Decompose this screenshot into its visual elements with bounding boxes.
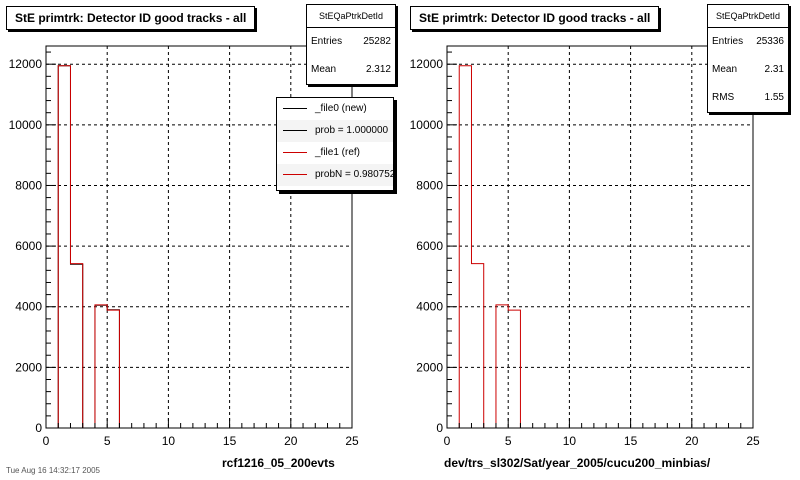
right-chart-title: StE primtrk: Detector ID good tracks - a…	[410, 6, 660, 30]
right-stats-rms-value: 1.55	[764, 92, 784, 103]
right-plot-frame	[446, 45, 754, 429]
right-x-axis-title: dev/trs_sl302/Sat/year_2005/cucu200_minb…	[444, 456, 711, 470]
legend-swatch-file1	[283, 152, 307, 153]
legend-item-file0: _file0 (new)	[277, 98, 393, 120]
left-x-axis-title: rcf1216_05_200evts	[222, 456, 335, 470]
left-stats-mean-label: Mean	[311, 64, 337, 75]
legend-item-prob: prob = 1.000000	[277, 120, 393, 142]
right-stats-rms-label: RMS	[712, 92, 735, 103]
right-x-tick-label-25: 25	[746, 434, 760, 448]
left-y-tick-label-0: 0	[35, 421, 42, 435]
right-x-tick-label-20: 20	[685, 434, 699, 448]
footer-timestamp: Tue Aug 16 14:32:17 2005	[6, 466, 101, 475]
right-y-tick-label-10000: 10000	[410, 118, 444, 132]
right-stats-mean: Mean 2.31	[708, 56, 788, 84]
right-y-tick-label-12000: 12000	[410, 57, 444, 71]
left-y-tick-label-8000: 8000	[15, 178, 42, 192]
left-stats-entries: Entries 25282	[307, 28, 395, 56]
left-x-tick-label-15: 15	[223, 434, 237, 448]
legend-item-file1: _file1 (ref)	[277, 142, 393, 164]
left-y-tick-label-10000: 10000	[9, 118, 43, 132]
left-x-tick-label-10: 10	[162, 434, 176, 448]
right-y-tick-label-8000: 8000	[416, 178, 443, 192]
right-series-0-histogram	[447, 65, 753, 429]
left-x-tick-label-25: 25	[345, 434, 359, 448]
left-stats-entries-label: Entries	[311, 36, 343, 47]
legend-swatch-prob	[283, 130, 307, 131]
left-stats-entries-value: 25282	[363, 36, 391, 47]
right-x-tick-label-0: 0	[444, 434, 451, 448]
left-stats-box: StEQaPtrkDetId Entries 25282 Mean 2.312	[306, 4, 396, 85]
legend-swatch-file0	[283, 108, 307, 109]
right-stats-entries-value: 25336	[756, 36, 784, 47]
right-x-tick-label-10: 10	[563, 434, 577, 448]
right-stats-box: StEQaPtrkDetId Entries 25336 Mean 2.31 R…	[707, 4, 789, 113]
right-x-tick-label-5: 5	[505, 434, 512, 448]
legend-text-prob: prob = 1.000000	[315, 125, 389, 136]
right-stats-entries: Entries 25336	[708, 28, 788, 56]
left-stats-name: StEQaPtrkDetId	[307, 5, 395, 28]
left-y-tick-label-4000: 4000	[15, 300, 42, 314]
left-x-tick-label-5: 5	[104, 434, 111, 448]
legend-text-file1: _file1 (ref)	[315, 147, 361, 158]
right-stats-name: StEQaPtrkDetId	[708, 5, 788, 28]
left-stats-mean-value: 2.312	[365, 64, 391, 75]
legend-text-probn: probN = 0.980752	[315, 169, 394, 180]
left-y-tick-label-2000: 2000	[15, 360, 42, 374]
left-y-tick-label-6000: 6000	[15, 239, 42, 253]
left-x-tick-label-0: 0	[43, 434, 50, 448]
right-y-tick-label-4000: 4000	[416, 300, 443, 314]
legend-item-probn: probN = 0.980752	[277, 164, 393, 186]
left-legend: _file0 (new) prob = 1.000000 _file1 (ref…	[276, 97, 394, 191]
right-stats-entries-label: Entries	[712, 36, 744, 47]
right-y-tick-label-6000: 6000	[416, 239, 443, 253]
left-stats-mean: Mean 2.312	[307, 56, 395, 84]
right-stats-mean-label: Mean	[712, 64, 738, 75]
right-y-tick-label-2000: 2000	[416, 360, 443, 374]
right-y-tick-label-0: 0	[436, 421, 443, 435]
right-x-tick-label-15: 15	[624, 434, 638, 448]
left-chart-title: StE primtrk: Detector ID good tracks - a…	[6, 6, 256, 30]
legend-swatch-probn	[283, 174, 307, 175]
left-plot-frame	[45, 45, 353, 429]
legend-text-file0: _file0 (new)	[315, 103, 367, 114]
right-stats-mean-value: 2.31	[764, 64, 784, 75]
right-stats-rms: RMS 1.55	[708, 84, 788, 112]
left-y-tick-label-12000: 12000	[9, 57, 43, 71]
left-x-tick-label-20: 20	[284, 434, 298, 448]
